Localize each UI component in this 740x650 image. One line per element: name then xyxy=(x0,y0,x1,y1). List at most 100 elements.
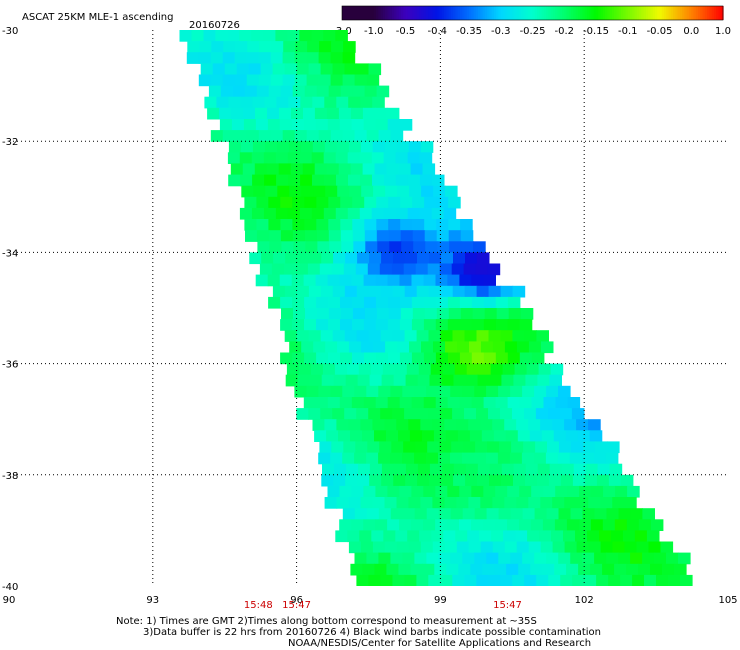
heatmap-cell xyxy=(441,463,455,476)
heatmap-cell xyxy=(408,497,421,509)
colorbar-segment xyxy=(407,6,411,20)
heatmap-cell xyxy=(314,107,328,120)
heatmap-cell xyxy=(467,530,480,543)
colorbar-tick-label: -0.35 xyxy=(456,26,482,37)
heatmap-cell xyxy=(533,452,547,465)
heatmap-cell xyxy=(363,119,377,131)
heatmap-cell xyxy=(491,530,504,543)
heatmap-cell xyxy=(460,230,474,242)
heatmap-cell xyxy=(488,285,502,298)
heatmap-cell xyxy=(364,352,377,365)
heatmap-cell xyxy=(499,441,512,454)
heatmap-cell xyxy=(252,141,266,153)
heatmap-cell xyxy=(378,452,391,465)
x-axis: 90 93 96 99 102 105 xyxy=(3,595,738,606)
heatmap-cell xyxy=(296,330,310,342)
heatmap-cell xyxy=(448,219,461,231)
colorbar-segment xyxy=(471,6,475,20)
heatmap-cell xyxy=(547,408,561,420)
colorbar-segment xyxy=(616,6,620,20)
heatmap-cell xyxy=(382,363,396,376)
heatmap-cell xyxy=(417,474,430,487)
heatmap-cell xyxy=(210,74,224,87)
heatmap-cell xyxy=(344,285,358,298)
heatmap-cell xyxy=(435,519,448,531)
heatmap-cell xyxy=(567,397,581,409)
heatmap-cell xyxy=(373,185,386,198)
heatmap-cell xyxy=(276,174,289,187)
heatmap-cell xyxy=(444,419,457,431)
heatmap-cell xyxy=(258,52,272,64)
heatmap-cell xyxy=(292,219,305,231)
heatmap-cell xyxy=(522,508,536,520)
heatmap-cell xyxy=(636,541,650,554)
heatmap-cell xyxy=(524,330,537,342)
y-tick-label: -36 xyxy=(2,360,18,371)
heatmap-cell xyxy=(503,530,516,543)
heatmap-cell xyxy=(512,586,525,598)
heatmap-cell xyxy=(394,363,408,376)
colorbar-segment xyxy=(430,6,434,20)
heatmap-cell xyxy=(297,374,311,387)
heatmap-cell xyxy=(486,385,499,398)
heatmap-cell xyxy=(408,419,421,431)
note-line-1: Note: 1) Times are GMT 2)Times along bot… xyxy=(116,616,537,627)
heatmap-cell xyxy=(251,207,265,220)
heatmap-cell xyxy=(368,574,381,586)
x-tick-label: 90 xyxy=(3,595,16,606)
heatmap-cell xyxy=(223,41,236,53)
heatmap-cell xyxy=(409,341,422,354)
heatmap-cell xyxy=(630,508,643,520)
heatmap-cell xyxy=(507,319,521,331)
heatmap-cell xyxy=(459,296,473,309)
heatmap-cell xyxy=(324,96,337,109)
colorbar-segment xyxy=(716,6,720,20)
heatmap-cell xyxy=(618,508,632,520)
heatmap-cell xyxy=(392,586,405,598)
heatmap-cell xyxy=(393,474,406,487)
heatmap-cell xyxy=(378,130,392,142)
heatmap-cell xyxy=(412,196,425,209)
colorbar-segment xyxy=(480,6,484,20)
heatmap-cell xyxy=(495,519,508,531)
heatmap-cell xyxy=(315,274,329,287)
heatmap-cell xyxy=(403,441,416,454)
colorbar-segment xyxy=(478,6,481,20)
heatmap-cell xyxy=(452,285,466,298)
heatmap-cell xyxy=(474,385,487,398)
heatmap-cell xyxy=(266,163,280,176)
heatmap-cell xyxy=(299,152,313,164)
heatmap-cell xyxy=(368,285,382,298)
heatmap-cell xyxy=(280,352,293,365)
heatmap-cell xyxy=(426,508,440,520)
heatmap-cell xyxy=(339,485,353,498)
heatmap-cell xyxy=(440,574,453,586)
colorbar-segment xyxy=(446,6,450,20)
colorbar-segment xyxy=(577,6,581,20)
heatmap-cell xyxy=(492,419,505,431)
heatmap-cell xyxy=(304,196,317,209)
heatmap-cell xyxy=(459,319,473,331)
heatmap-cell xyxy=(320,285,334,298)
heatmap-cell xyxy=(417,374,431,387)
colorbar-segment xyxy=(666,6,670,20)
heatmap-cell xyxy=(495,319,509,331)
heatmap-cell xyxy=(523,441,536,454)
heatmap-cell xyxy=(203,30,217,42)
colorbar-segment xyxy=(527,6,531,20)
heatmap-cell xyxy=(483,296,497,309)
heatmap-cell xyxy=(464,408,477,420)
heatmap-cell xyxy=(294,52,308,64)
heatmap-cell xyxy=(375,274,389,287)
heatmap-cell xyxy=(423,319,437,331)
heatmap-cell xyxy=(543,397,557,409)
heatmap-cell xyxy=(368,330,382,342)
heatmap-cell xyxy=(428,330,442,342)
heatmap-cell xyxy=(291,119,305,131)
heatmap-cell xyxy=(474,508,488,520)
heatmap-cell xyxy=(522,552,535,565)
heatmap-cell xyxy=(415,441,428,454)
heatmap-cell xyxy=(456,419,469,431)
heatmap-cell xyxy=(222,52,236,64)
heatmap-cell xyxy=(384,141,398,153)
